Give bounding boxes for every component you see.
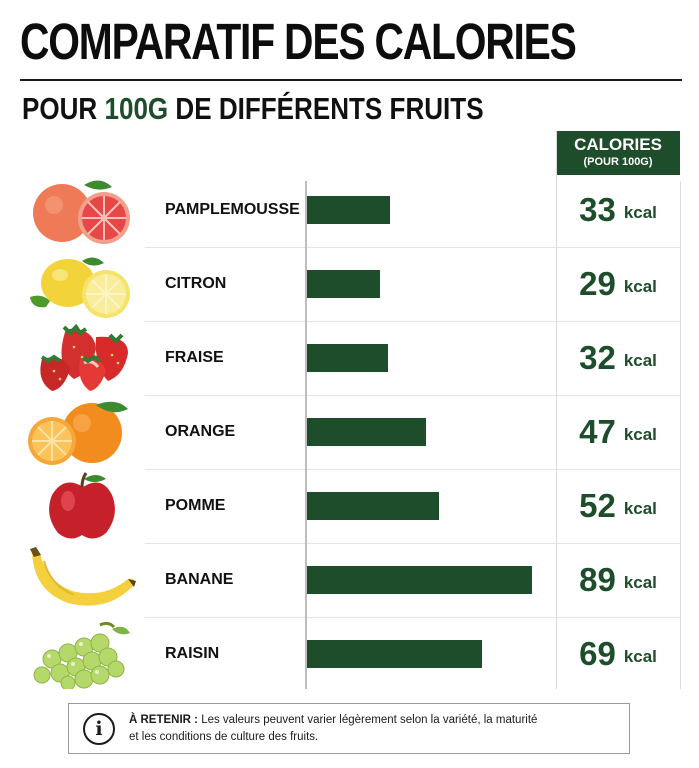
calorie-value: 69 kcal [556, 617, 680, 691]
subtitle-suffix: DE DIFFÉRENTS FRUITS [168, 91, 484, 126]
grid-horizontal-line [145, 469, 680, 470]
category-label: FRAISE [165, 349, 224, 366]
calories-header-label: CALORIES [574, 135, 662, 154]
calories-column-header: CALORIES (POUR 100G) [556, 131, 680, 175]
calorie-unit: kcal [623, 425, 657, 444]
grid-vertical-line [556, 131, 557, 689]
calorie-bar [307, 270, 380, 298]
calories-header-sublabel: (POUR 100G) [583, 156, 653, 168]
calorie-unit: kcal [623, 351, 657, 370]
grid-horizontal-line [145, 617, 680, 618]
subtitle-accent: 100G [104, 91, 169, 126]
note-text-line2: et les conditions de culture des fruits. [129, 731, 319, 743]
calorie-number: 32 [579, 339, 616, 376]
note-lead: À RETENIR : [129, 714, 198, 726]
grid-vertical-line [680, 181, 681, 689]
note-text: À RETENIR : Les valeurs peuvent varier l… [129, 712, 619, 746]
banana-icon [24, 545, 142, 615]
calorie-bar [307, 640, 482, 668]
chart-row: FRAISE 32 kcal [0, 321, 699, 395]
bar-axis-line [305, 181, 307, 689]
chart-row: PAMPLEMOUSSE 33 kcal [0, 173, 699, 247]
category-label: POMME [165, 497, 226, 514]
category-label: PAMPLEMOUSSE [165, 201, 300, 218]
grid-horizontal-line [145, 543, 680, 544]
title-divider [20, 79, 682, 81]
calorie-number: 89 [579, 561, 616, 598]
calorie-unit: kcal [623, 203, 657, 222]
grid-horizontal-line [145, 395, 680, 396]
calorie-bar [307, 344, 388, 372]
info-icon: i [83, 713, 115, 745]
grid-horizontal-line [145, 321, 680, 322]
category-label: CITRON [165, 275, 227, 292]
chart-row: CITRON 29 kcal [0, 247, 699, 321]
page-title: COMPARATIF DES CALORIES [20, 13, 577, 70]
lemon-icon [24, 249, 142, 319]
chart-row: RAISIN 69 kcal [0, 617, 699, 691]
calorie-value: 89 kcal [556, 543, 680, 617]
calorie-bar [307, 196, 390, 224]
calorie-unit: kcal [623, 647, 657, 666]
calorie-number: 47 [579, 413, 616, 450]
calorie-value: 47 kcal [556, 395, 680, 469]
calorie-bar [307, 418, 426, 446]
strawberry-icon [24, 323, 142, 393]
calorie-unit: kcal [623, 499, 657, 518]
calorie-value: 32 kcal [556, 321, 680, 395]
chart-row: ORANGE 47 kcal [0, 395, 699, 469]
calorie-value: 33 kcal [556, 173, 680, 247]
chart-row: POMME 52 kcal [0, 469, 699, 543]
orange-icon [24, 397, 142, 467]
calorie-number: 52 [579, 487, 616, 524]
calorie-value: 52 kcal [556, 469, 680, 543]
category-label: RAISIN [165, 645, 220, 662]
category-label: BANANE [165, 571, 234, 588]
grid-horizontal-line [145, 247, 680, 248]
grapefruit-icon [24, 175, 142, 245]
apple-icon [24, 471, 142, 541]
calorie-value: 29 kcal [556, 247, 680, 321]
chart-row: BANANE 89 kcal [0, 543, 699, 617]
subtitle-prefix: POUR [22, 91, 105, 126]
calorie-number: 69 [579, 635, 616, 672]
info-note: i À RETENIR : Les valeurs peuvent varier… [68, 703, 630, 754]
calorie-bar [307, 492, 439, 520]
grapes-icon [24, 619, 142, 691]
category-label: ORANGE [165, 423, 236, 440]
calorie-bar [307, 566, 532, 594]
calorie-number: 29 [579, 265, 616, 302]
calorie-unit: kcal [623, 277, 657, 296]
calorie-unit: kcal [623, 573, 657, 592]
calorie-number: 33 [579, 191, 616, 228]
page-subtitle: POUR 100G DE DIFFÉRENTS FRUITS [22, 92, 484, 126]
note-text-line1: Les valeurs peuvent varier légèrement se… [198, 714, 538, 726]
